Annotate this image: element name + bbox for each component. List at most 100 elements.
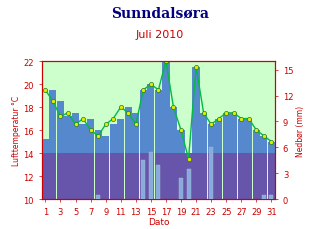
Bar xyxy=(253,131,260,153)
Bar xyxy=(94,131,102,153)
Bar xyxy=(193,68,200,153)
Bar xyxy=(87,119,94,153)
Bar xyxy=(269,195,273,199)
Bar xyxy=(132,153,140,199)
Bar xyxy=(156,165,160,199)
Point xyxy=(81,117,86,121)
Point xyxy=(118,106,123,109)
X-axis label: Dato: Dato xyxy=(148,217,169,226)
Bar xyxy=(208,153,215,199)
Bar xyxy=(72,113,79,153)
Bar xyxy=(223,153,230,199)
Point xyxy=(148,83,153,87)
Point xyxy=(133,123,138,127)
Point xyxy=(231,112,236,115)
Y-axis label: Nedbør (mm): Nedbør (mm) xyxy=(296,105,305,156)
Point xyxy=(216,117,221,121)
Bar xyxy=(110,153,117,199)
Bar xyxy=(64,153,72,199)
Bar xyxy=(79,153,87,199)
Bar xyxy=(230,113,237,153)
Bar xyxy=(125,153,132,199)
Point xyxy=(50,100,55,104)
Y-axis label: Lufttemperatur °C: Lufttemperatur °C xyxy=(12,96,20,165)
Bar xyxy=(132,113,140,153)
Bar xyxy=(102,153,109,199)
Bar xyxy=(147,85,155,153)
Bar xyxy=(223,113,230,153)
Bar xyxy=(102,136,109,153)
Bar xyxy=(162,153,170,199)
Bar xyxy=(215,153,222,199)
Text: Juli 2010: Juli 2010 xyxy=(136,30,184,40)
Point xyxy=(179,129,184,132)
Point xyxy=(209,123,214,127)
Bar xyxy=(57,153,64,199)
Point xyxy=(126,112,131,115)
Point xyxy=(201,112,206,115)
Point xyxy=(254,129,259,132)
Bar xyxy=(140,90,147,153)
Bar xyxy=(42,153,49,199)
Point xyxy=(103,123,108,127)
Bar xyxy=(200,113,207,153)
Point xyxy=(43,89,48,92)
Bar xyxy=(49,153,57,199)
Bar xyxy=(87,153,94,199)
Point xyxy=(58,115,63,119)
Bar xyxy=(170,153,177,199)
Bar xyxy=(262,195,266,199)
Point xyxy=(156,89,161,92)
Bar xyxy=(208,125,215,153)
Point xyxy=(246,117,252,121)
Point xyxy=(164,60,169,64)
Point xyxy=(171,106,176,109)
Bar xyxy=(125,108,132,153)
Point xyxy=(88,129,93,132)
Bar xyxy=(200,153,207,199)
Bar xyxy=(179,178,183,199)
Bar xyxy=(149,152,153,199)
Bar xyxy=(117,153,124,199)
Bar xyxy=(57,102,64,153)
Text: Sunndalsøra: Sunndalsøra xyxy=(111,7,209,21)
Bar xyxy=(155,90,162,153)
Point xyxy=(269,140,274,144)
Bar xyxy=(238,153,245,199)
Point xyxy=(65,112,70,115)
Bar xyxy=(72,153,79,199)
Point xyxy=(73,123,78,127)
Point xyxy=(141,89,146,92)
Bar xyxy=(230,153,237,199)
Bar xyxy=(238,119,245,153)
Bar xyxy=(215,119,222,153)
Bar xyxy=(193,153,200,199)
Point xyxy=(111,117,116,121)
Point xyxy=(224,112,229,115)
Bar xyxy=(245,153,252,199)
Bar xyxy=(155,153,162,199)
Bar xyxy=(110,125,117,153)
Bar xyxy=(64,117,72,153)
Bar xyxy=(245,119,252,153)
Point xyxy=(239,117,244,121)
Bar xyxy=(177,131,185,153)
Point xyxy=(186,157,191,161)
Bar xyxy=(260,136,268,153)
Bar xyxy=(94,153,102,199)
Bar xyxy=(209,148,213,199)
Point xyxy=(96,134,101,138)
Bar xyxy=(268,142,275,153)
Bar xyxy=(187,169,190,199)
Bar xyxy=(96,195,100,199)
Point xyxy=(261,134,267,138)
Bar xyxy=(117,119,124,153)
Bar xyxy=(177,153,185,199)
Bar xyxy=(42,140,49,153)
Bar xyxy=(141,161,145,199)
Bar xyxy=(260,153,268,199)
Bar xyxy=(268,153,275,199)
Bar xyxy=(253,153,260,199)
Bar xyxy=(170,108,177,153)
Bar xyxy=(147,153,155,199)
